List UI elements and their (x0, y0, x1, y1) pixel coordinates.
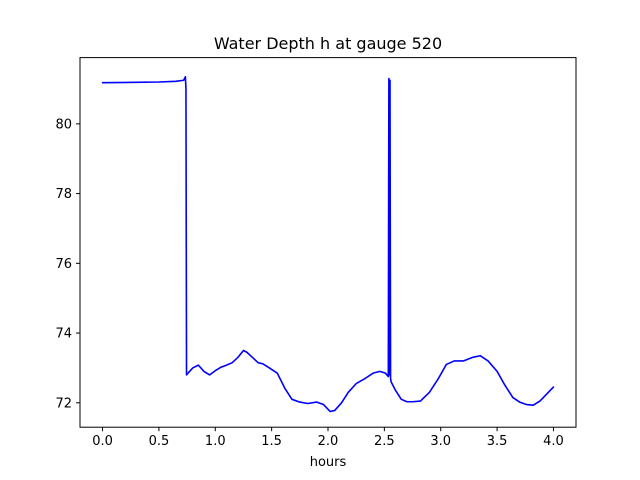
plot-area (80, 57, 576, 428)
x-tick-label: 3.5 (487, 434, 508, 449)
y-axis: 72 74 76 78 80 (55, 117, 80, 411)
x-tick-label: 2.0 (318, 434, 339, 449)
x-tick-label: 3.0 (430, 434, 451, 449)
x-tick-label: 0.5 (149, 434, 170, 449)
y-tick-label: 80 (55, 117, 72, 132)
x-tick-label: 2.5 (374, 434, 395, 449)
chart-title: Water Depth h at gauge 520 (214, 34, 442, 53)
x-axis-label: hours (310, 455, 347, 470)
x-tick-label: 1.0 (205, 434, 226, 449)
y-tick-label: 72 (55, 396, 72, 411)
series-line-0 (101, 75, 555, 413)
x-axis: 0.0 0.5 1.0 1.5 2.0 2.5 3.0 3.5 4.0 (92, 427, 564, 449)
x-tick-label: 1.5 (261, 434, 282, 449)
series-layer (101, 75, 555, 413)
x-tick-label: 4.0 (543, 434, 564, 449)
y-tick-label: 76 (55, 257, 72, 272)
x-tick-label: 0.0 (92, 434, 113, 449)
y-tick-label: 74 (55, 327, 72, 342)
y-tick-label: 78 (55, 187, 72, 202)
